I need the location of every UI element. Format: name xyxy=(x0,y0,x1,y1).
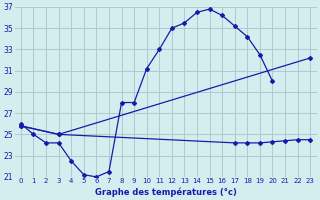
X-axis label: Graphe des températures (°c): Graphe des températures (°c) xyxy=(95,187,236,197)
